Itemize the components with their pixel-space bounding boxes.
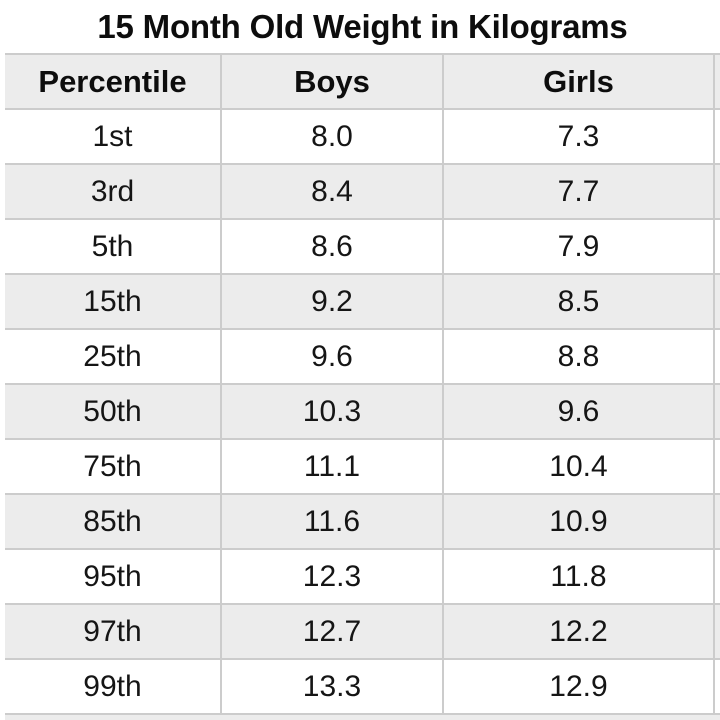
- table-row: 97th 12.7 12.2: [5, 603, 720, 658]
- percentile-cell: 95th: [5, 550, 222, 603]
- percentile-cell: 99th: [5, 660, 222, 713]
- row-filler: [715, 220, 720, 273]
- girls-value-cell: 12.2: [444, 605, 715, 658]
- row-filler: [715, 495, 720, 548]
- boys-value-cell: 12.7: [222, 605, 444, 658]
- table-row: 85th 11.6 10.9: [5, 493, 720, 548]
- header-filler: [715, 55, 720, 108]
- row-filler: [715, 110, 720, 163]
- boys-value-cell: 13.3: [222, 660, 444, 713]
- girls-value-cell: 10.4: [444, 440, 715, 493]
- boys-value-cell: 8.4: [222, 165, 444, 218]
- row-filler: [715, 550, 720, 603]
- girls-value-cell: 8.8: [444, 330, 715, 383]
- table-row: 1st 8.0 7.3: [5, 108, 720, 163]
- table-row: 3rd 8.4 7.7: [5, 163, 720, 218]
- table-row: 5th 8.6 7.9: [5, 218, 720, 273]
- girls-value-cell: 9.6: [444, 385, 715, 438]
- boys-value-cell: 9.6: [222, 330, 444, 383]
- partial-next-row: [5, 713, 720, 720]
- boys-value-cell: 10.3: [222, 385, 444, 438]
- percentile-cell: 97th: [5, 605, 222, 658]
- girls-value-cell: 7.9: [444, 220, 715, 273]
- table-row: 95th 12.3 11.8: [5, 548, 720, 603]
- percentile-cell: 50th: [5, 385, 222, 438]
- girls-value-cell: 7.7: [444, 165, 715, 218]
- percentile-cell: 25th: [5, 330, 222, 383]
- row-filler: [715, 440, 720, 493]
- percentile-cell: 15th: [5, 275, 222, 328]
- page-title: 15 Month Old Weight in Kilograms: [0, 0, 720, 53]
- row-filler: [715, 660, 720, 713]
- percentile-cell: 5th: [5, 220, 222, 273]
- table-row: 25th 9.6 8.8: [5, 328, 720, 383]
- girls-value-cell: 10.9: [444, 495, 715, 548]
- row-filler: [715, 605, 720, 658]
- boys-value-cell: 12.3: [222, 550, 444, 603]
- boys-value-cell: 9.2: [222, 275, 444, 328]
- column-header-percentile: Percentile: [5, 55, 222, 108]
- boys-value-cell: 11.1: [222, 440, 444, 493]
- table-header-row: Percentile Boys Girls: [5, 53, 720, 108]
- boys-value-cell: 8.6: [222, 220, 444, 273]
- boys-value-cell: 11.6: [222, 495, 444, 548]
- boys-value-cell: 8.0: [222, 110, 444, 163]
- weight-table: Percentile Boys Girls 1st 8.0 7.3 3rd 8.4 7.7…: [5, 53, 720, 720]
- table-row: 99th 13.3 12.9: [5, 658, 720, 713]
- girls-value-cell: 12.9: [444, 660, 715, 713]
- percentile-cell: 75th: [5, 440, 222, 493]
- percentile-cell: 85th: [5, 495, 222, 548]
- table-row: 50th 10.3 9.6: [5, 383, 720, 438]
- row-filler: [715, 330, 720, 383]
- row-filler: [715, 275, 720, 328]
- column-header-girls: Girls: [444, 55, 715, 108]
- table-row: 75th 11.1 10.4: [5, 438, 720, 493]
- table-body: 1st 8.0 7.3 3rd 8.4 7.7 5th 8.6 7.9 15th 9.2 8.5 25t…: [5, 108, 720, 713]
- percentile-cell: 1st: [5, 110, 222, 163]
- row-filler: [715, 385, 720, 438]
- girls-value-cell: 11.8: [444, 550, 715, 603]
- percentile-cell: 3rd: [5, 165, 222, 218]
- table-row: 15th 9.2 8.5: [5, 273, 720, 328]
- column-header-boys: Boys: [222, 55, 444, 108]
- girls-value-cell: 7.3: [444, 110, 715, 163]
- girls-value-cell: 8.5: [444, 275, 715, 328]
- row-filler: [715, 165, 720, 218]
